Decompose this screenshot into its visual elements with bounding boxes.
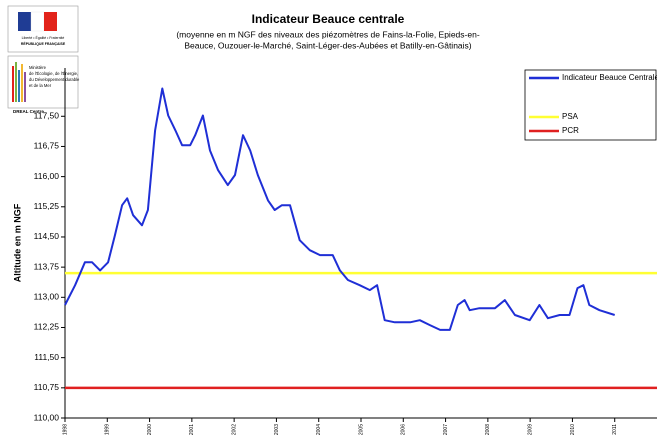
legend-box bbox=[524, 69, 657, 141]
flag-blue bbox=[18, 12, 31, 31]
x-tick-label: 1998 bbox=[62, 424, 68, 435]
x-tick-label: 2002 bbox=[231, 424, 237, 435]
subtitle: (moyenne en m NGF des niveaux des piézom… bbox=[176, 29, 479, 50]
x-tick-label: 1999 bbox=[105, 424, 111, 435]
x-tick-label: 2003 bbox=[274, 424, 280, 435]
data-line bbox=[64, 87, 616, 331]
y-tick-label: 115,25 bbox=[34, 201, 60, 211]
x-tick-label: 2005 bbox=[358, 424, 364, 435]
x-tick-label: 2007 bbox=[443, 424, 449, 435]
legend-label: PCR bbox=[562, 126, 579, 135]
ministry-line: de l'Écologie, de l'Énergie, bbox=[29, 71, 78, 76]
y-tick-label: 110,00 bbox=[34, 412, 60, 422]
y-tick-label: 111,50 bbox=[34, 352, 59, 362]
x-tick-label: 2004 bbox=[316, 424, 322, 435]
legend-label: Indicateur Beauce Centrale bbox=[562, 73, 657, 82]
ministry-line: et de la Mer bbox=[29, 83, 52, 88]
subtitle-line: (moyenne en m NGF des niveaux des piézom… bbox=[176, 29, 479, 39]
logo-stripe bbox=[12, 66, 14, 102]
y-tick-label: 112,25 bbox=[34, 322, 60, 332]
logo-stripe bbox=[15, 62, 17, 102]
logo-motto: Liberté • Égalité • Fraternité bbox=[22, 35, 65, 40]
x-tick-label: 2008 bbox=[485, 424, 491, 435]
y-tick-label: 113,00 bbox=[34, 292, 60, 302]
flag-white bbox=[30, 11, 45, 32]
ministry-line: du Développement durable bbox=[29, 77, 80, 82]
y-axis-label: Altitude en m NGF bbox=[12, 203, 22, 282]
x-tick-label: 2011 bbox=[612, 424, 618, 435]
flag-red bbox=[44, 12, 57, 31]
x-tick-label: 2006 bbox=[401, 424, 407, 435]
y-tick-label: 110,75 bbox=[34, 382, 60, 392]
y-tick-label: 114,50 bbox=[34, 231, 60, 241]
legend-label: PSA bbox=[562, 112, 579, 121]
x-tick-label: 2010 bbox=[570, 424, 576, 435]
y-tick-label: 116,75 bbox=[34, 141, 60, 151]
x-tick-label: 2000 bbox=[147, 424, 153, 435]
y-tick-label: 113,75 bbox=[34, 261, 60, 271]
chart-title: Indicateur Beauce centrale bbox=[252, 12, 405, 26]
logo-stripe bbox=[18, 70, 20, 102]
y-tick-label: 117,50 bbox=[34, 111, 60, 121]
logo-stripe bbox=[24, 72, 26, 102]
x-tick-label: 2009 bbox=[527, 424, 533, 435]
subtitle-line: Beauce, Ouzouer-le-Marché, Saint-Léger-d… bbox=[184, 40, 471, 50]
x-tick-label: 2001 bbox=[189, 424, 195, 435]
ministry-line: Ministère bbox=[29, 65, 47, 70]
logo-stripe bbox=[21, 64, 23, 102]
y-tick-label: 116,00 bbox=[34, 171, 60, 181]
logo-republic: RÉPUBLIQUE FRANÇAISE bbox=[21, 41, 66, 46]
logo-office: DREAL Centre bbox=[13, 109, 44, 114]
